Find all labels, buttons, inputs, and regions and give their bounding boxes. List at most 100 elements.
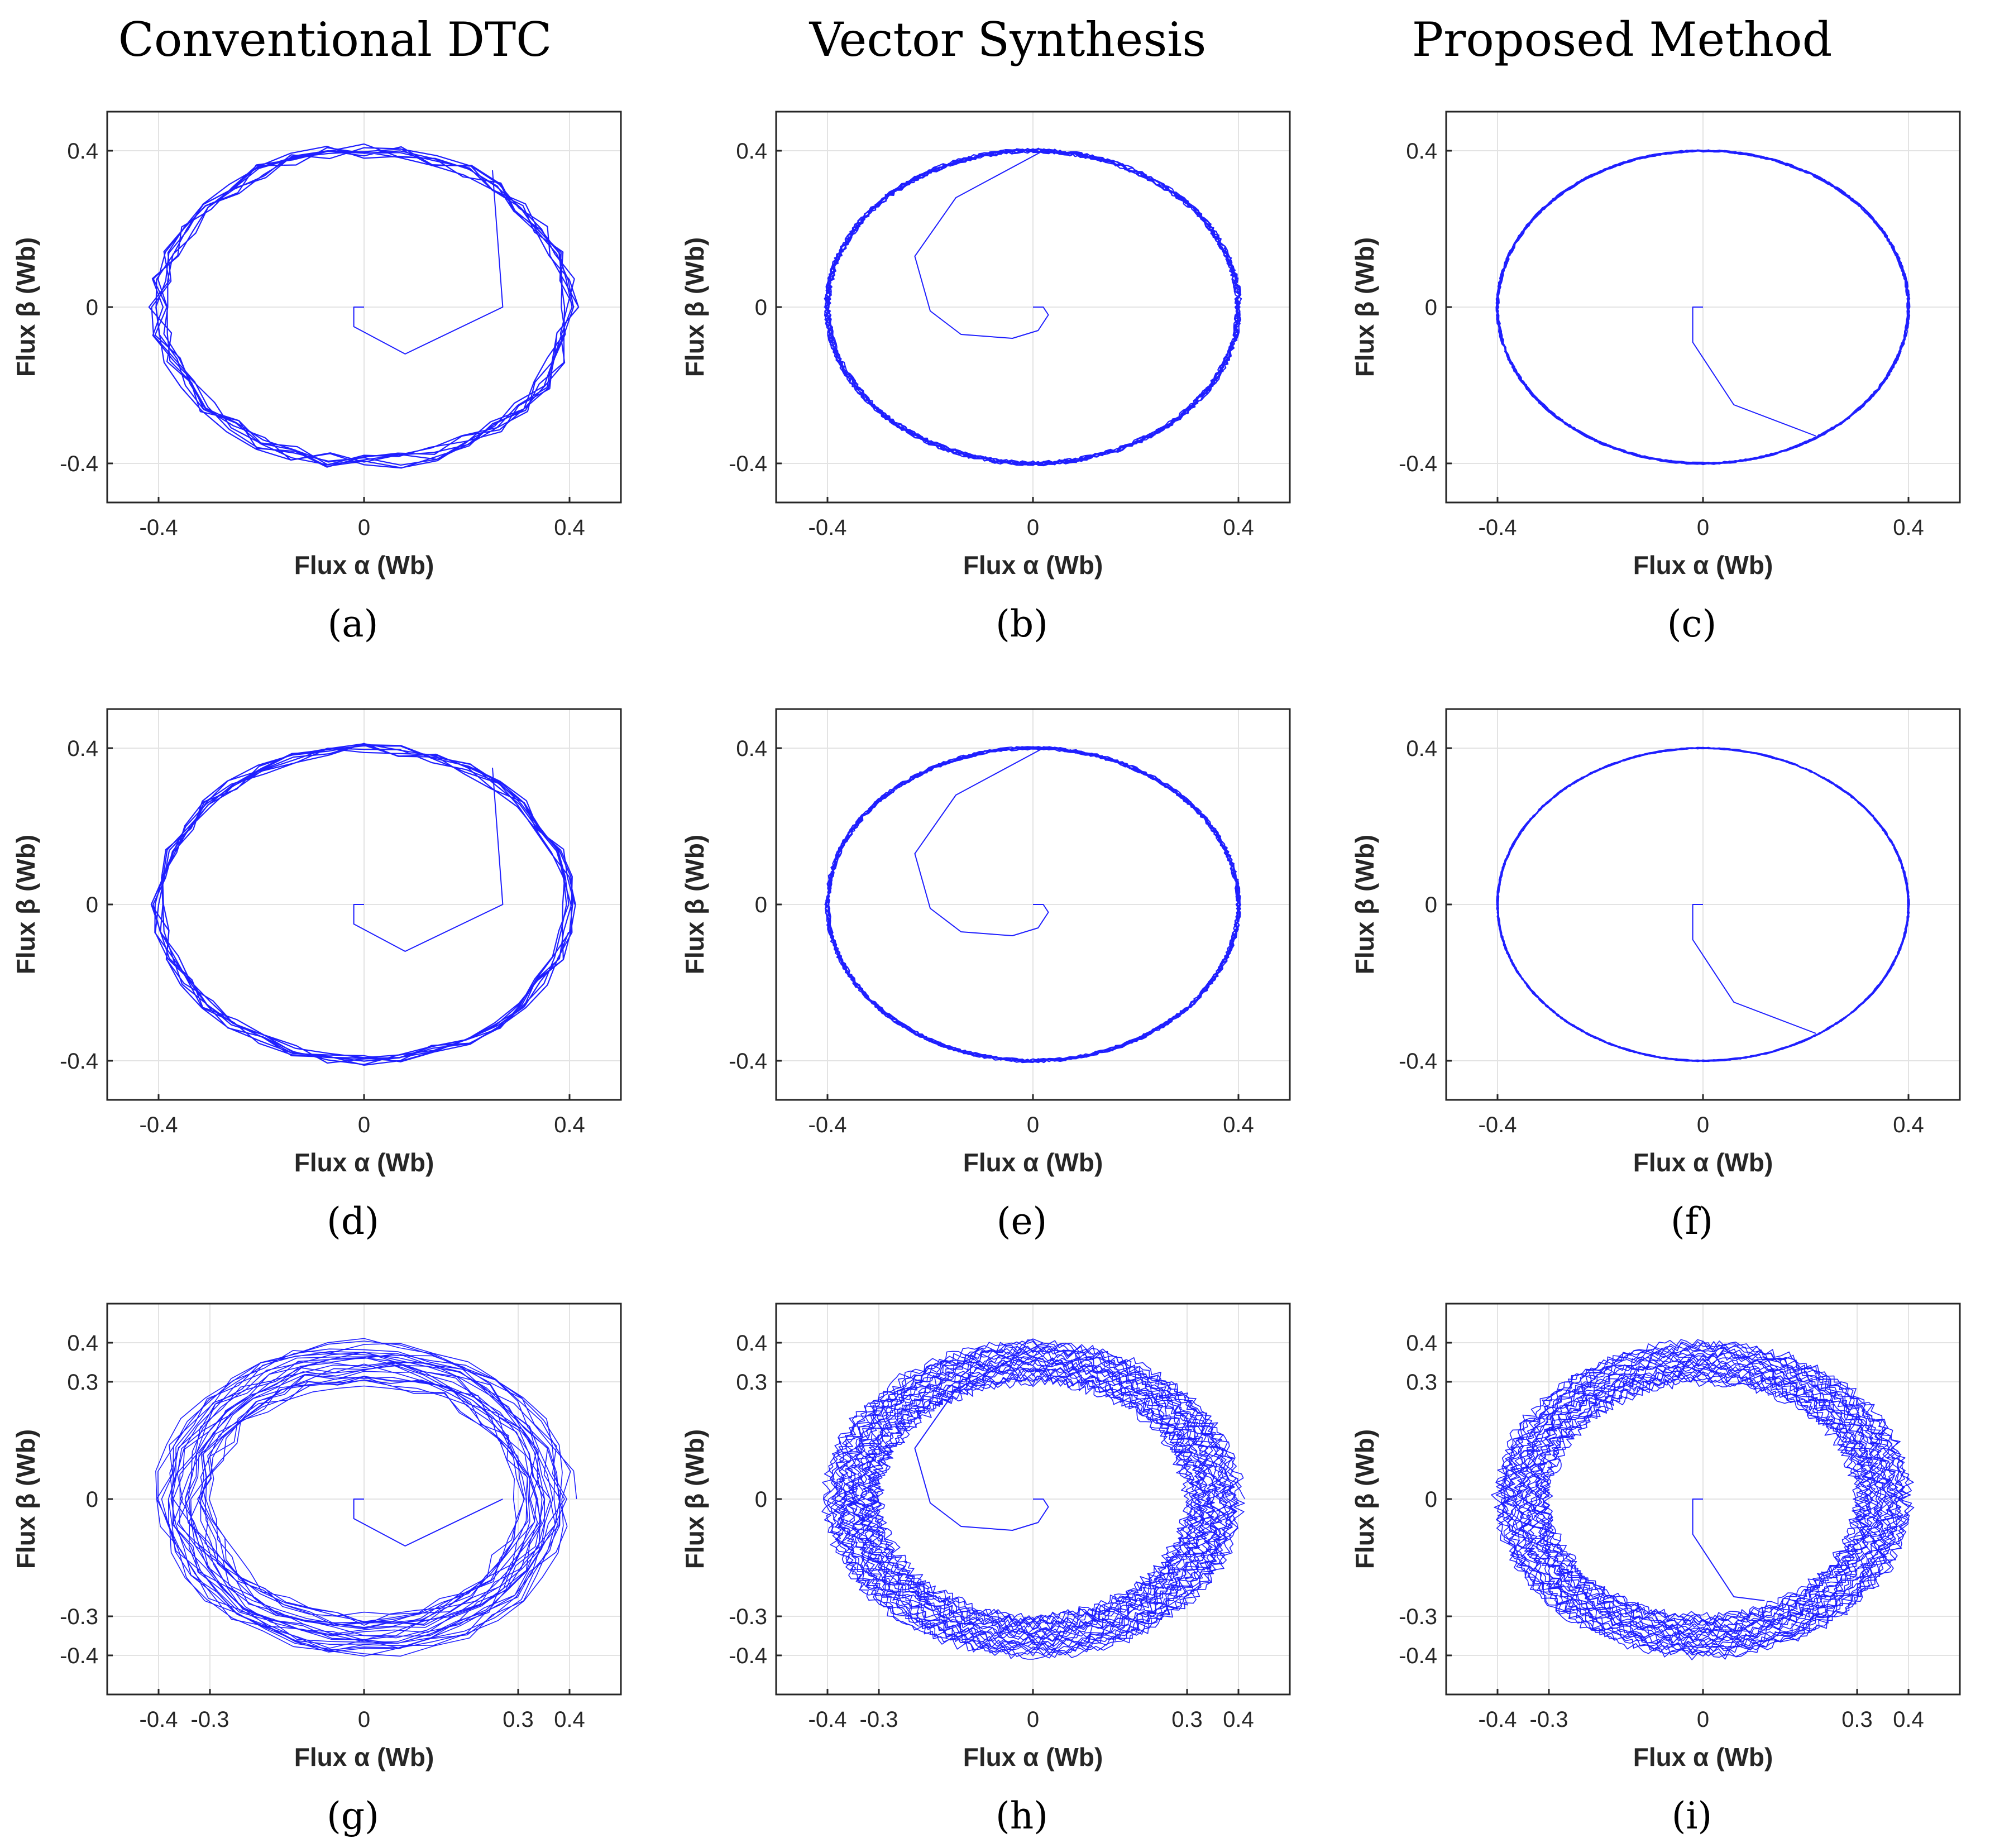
y-axis-label: Flux β (Wb) <box>680 237 709 377</box>
y-tick-label: -0.4 <box>60 1049 98 1074</box>
x-tick-label: -0.4 <box>1479 1113 1517 1137</box>
x-tick-label: 0.4 <box>554 1707 585 1732</box>
flux-trajectory-line <box>148 143 580 469</box>
x-axis-label: Flux α (Wb) <box>1633 1742 1773 1772</box>
x-tick-label: -0.4 <box>140 1707 178 1732</box>
startup-trajectory-line <box>914 150 1049 339</box>
trace-group <box>1495 149 1911 466</box>
x-tick-label: 0.4 <box>1893 1113 1924 1137</box>
x-tick-label: -0.4 <box>809 515 847 540</box>
y-axis-label: Flux β (Wb) <box>11 835 40 974</box>
y-axis-label: Flux β (Wb) <box>1350 237 1379 377</box>
x-tick-label: -0.4 <box>809 1707 847 1732</box>
y-tick-label: 0.4 <box>1406 1331 1437 1356</box>
y-tick-label: 0 <box>1425 295 1437 320</box>
x-tick-label: 0.4 <box>1223 515 1254 540</box>
chart-panel-d: -0.4 0 0.4 -0.4 0 0.4 Flux α (Wb) Flux β (Wb) (d… <box>11 708 622 1243</box>
x-axis-label: Flux α (Wb) <box>294 1742 434 1772</box>
column-title-proposed-method: Proposed Method <box>1412 12 1833 67</box>
x-tick-label: 0 <box>1697 515 1709 540</box>
flux-trajectory-line <box>1491 1339 1915 1660</box>
y-tick-label: 0.4 <box>736 736 767 761</box>
chart-panel-h: -0.4 -0.3 0 0.3 0.4 -0.4 -0.3 0 0.3 0.4 Flux α (Wb… <box>680 1303 1291 1837</box>
y-tick-label: 0.3 <box>736 1370 767 1395</box>
y-tick-label: -0.4 <box>1399 1049 1437 1074</box>
x-tick-label: -0.3 <box>191 1707 229 1732</box>
y-tick-label: 0 <box>1425 1487 1437 1512</box>
x-axis-label: Flux α (Wb) <box>963 1742 1103 1772</box>
flux-trajectory-line <box>821 1338 1246 1660</box>
y-tick-label: 0 <box>755 295 767 320</box>
x-axis-label: Flux α (Wb) <box>963 550 1103 580</box>
x-tick-label: 0.3 <box>503 1707 534 1732</box>
y-tick-label: 0 <box>1425 893 1437 917</box>
column-title-conventional-dtc: Conventional DTC <box>118 12 552 67</box>
x-tick-label: 0.4 <box>554 515 585 540</box>
startup-trajectory-line <box>1692 904 1816 1034</box>
x-tick-label: 0.3 <box>1841 1707 1873 1732</box>
y-tick-label: -0.4 <box>729 1644 767 1668</box>
y-tick-label: -0.4 <box>60 452 98 476</box>
panel-label: (h) <box>996 1794 1048 1837</box>
flux-trajectory-line <box>824 746 1242 1064</box>
x-tick-label: -0.4 <box>809 1113 847 1137</box>
y-tick-label: -0.3 <box>1399 1605 1437 1629</box>
panel-label: (i) <box>1672 1794 1712 1837</box>
panel-label: (b) <box>996 602 1048 645</box>
x-tick-label: 0 <box>1027 515 1039 540</box>
y-axis-label: Flux β (Wb) <box>1350 835 1379 974</box>
x-tick-label: 0 <box>1697 1707 1709 1732</box>
chart-panel-i: -0.4 -0.3 0 0.3 0.4 -0.4 -0.3 0 0.3 0.4 Flux α (Wb… <box>1350 1303 1961 1837</box>
panel-label: (f) <box>1671 1200 1713 1243</box>
y-tick-label: -0.4 <box>729 452 767 476</box>
x-tick-label: -0.3 <box>860 1707 898 1732</box>
x-tick-label: 0 <box>1027 1113 1039 1137</box>
trace-group <box>824 746 1242 1064</box>
x-tick-label: -0.3 <box>1530 1707 1568 1732</box>
flux-trajectory-line <box>1495 149 1911 466</box>
chart-panel-f: -0.4 0 0.4 -0.4 0 0.4 Flux α (Wb) Flux β (Wb) (f… <box>1350 708 1961 1243</box>
x-tick-label: 0 <box>358 1113 370 1137</box>
chart-panel-a: -0.4 0 0.4 -0.4 0 0.4 Flux α (Wb) Flux β (Wb) (a… <box>11 111 622 645</box>
x-axis-label: Flux α (Wb) <box>294 550 434 580</box>
y-tick-label: -0.4 <box>1399 1644 1437 1668</box>
y-tick-label: 0 <box>86 295 98 320</box>
trace-group <box>150 743 576 1066</box>
startup-trajectory-line <box>914 748 1049 936</box>
y-tick-label: 0.4 <box>1406 736 1437 761</box>
x-tick-label: -0.4 <box>140 515 178 540</box>
trace-group <box>1496 746 1910 1062</box>
x-tick-label: 0 <box>1697 1113 1709 1137</box>
y-tick-label: 0.4 <box>736 139 767 164</box>
y-tick-label: -0.4 <box>729 1049 767 1074</box>
x-tick-label: -0.4 <box>1479 515 1517 540</box>
startup-trajectory-line <box>353 170 504 355</box>
y-tick-label: -0.4 <box>60 1644 98 1668</box>
startup-trajectory-line <box>353 1498 503 1547</box>
x-axis-label: Flux α (Wb) <box>1633 1148 1773 1177</box>
trace-group <box>821 1338 1246 1660</box>
startup-trajectory-line <box>1692 1498 1765 1601</box>
x-tick-label: 0.4 <box>1223 1707 1254 1732</box>
panel-label: (e) <box>997 1200 1047 1243</box>
startup-trajectory-line <box>1692 307 1816 437</box>
chart-panel-c: -0.4 0 0.4 -0.4 0 0.4 Flux α (Wb) Flux β (Wb) (c… <box>1350 111 1961 645</box>
y-tick-label: 0.4 <box>67 736 98 761</box>
chart-panel-e: -0.4 0 0.4 -0.4 0 0.4 Flux α (Wb) Flux β (Wb) (e… <box>680 708 1291 1243</box>
y-tick-label: 0 <box>86 893 98 917</box>
startup-trajectory-line <box>353 767 504 952</box>
y-tick-label: -0.3 <box>60 1605 98 1629</box>
y-axis-label: Flux β (Wb) <box>680 835 709 974</box>
x-axis-label: Flux α (Wb) <box>294 1148 434 1177</box>
flux-trajectory-line <box>824 147 1242 467</box>
y-tick-label: -0.4 <box>1399 452 1437 476</box>
x-tick-label: 0 <box>358 1707 370 1732</box>
y-tick-label: 0 <box>755 1487 767 1512</box>
x-tick-label: 0 <box>358 515 370 540</box>
y-axis-label: Flux β (Wb) <box>1350 1429 1379 1569</box>
y-tick-label: 0 <box>86 1487 98 1512</box>
y-tick-label: -0.3 <box>729 1605 767 1629</box>
x-tick-label: 0.3 <box>1171 1707 1203 1732</box>
trace-group <box>824 147 1242 467</box>
